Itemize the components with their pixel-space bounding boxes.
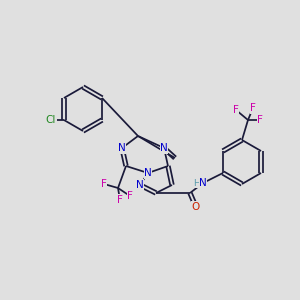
- Text: F: F: [250, 103, 256, 113]
- Text: F: F: [257, 115, 263, 125]
- Text: H: H: [194, 178, 200, 188]
- Text: N: N: [199, 178, 207, 188]
- Text: N: N: [136, 180, 144, 190]
- Text: F: F: [127, 191, 133, 201]
- Text: N: N: [160, 143, 168, 153]
- Text: N: N: [118, 143, 126, 153]
- Text: Cl: Cl: [46, 115, 56, 125]
- Text: F: F: [101, 179, 107, 189]
- Text: F: F: [117, 195, 123, 205]
- Text: F: F: [233, 105, 239, 115]
- Text: O: O: [192, 202, 200, 212]
- Text: N: N: [144, 168, 152, 178]
